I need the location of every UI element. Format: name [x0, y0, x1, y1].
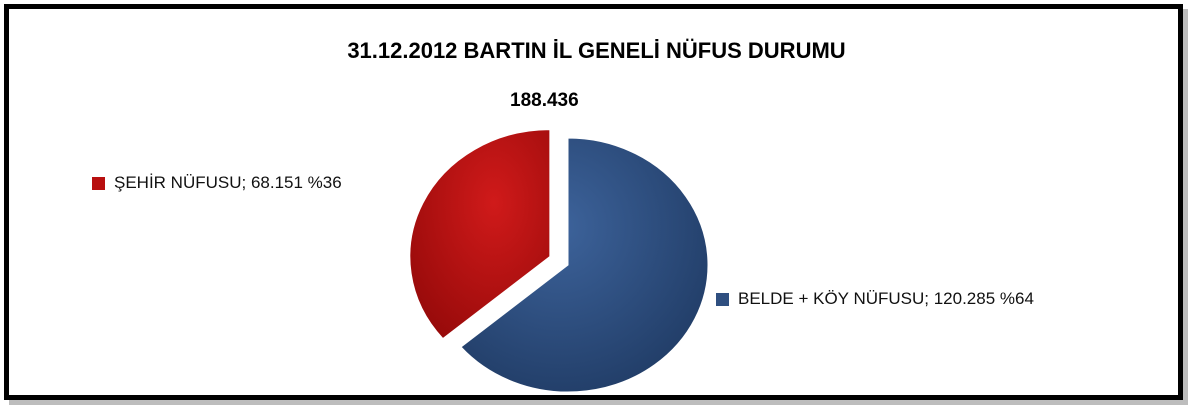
legend-sehir: ŞEHİR NÜFUSU; 68.151 %36 [92, 173, 342, 193]
legend-swatch-belde-koy [716, 292, 729, 306]
legend-label-belde-koy: BELDE + KÖY NÜFUSU; 120.285 %64 [738, 289, 1034, 308]
chart-title: 31.12.2012 BARTIN İL GENELİ NÜFUS DURUMU [347, 38, 846, 63]
total-label: 188.436 [510, 90, 579, 111]
pie-slice-sehir [409, 129, 551, 340]
pie-slice-belde-koy [460, 137, 709, 393]
legend-belde-koy: BELDE + KÖY NÜFUSU; 120.285 %64 [716, 289, 1034, 309]
legend-swatch-sehir [92, 176, 105, 190]
legend-label-sehir: ŞEHİR NÜFUSU; 68.151 %36 [114, 173, 342, 192]
